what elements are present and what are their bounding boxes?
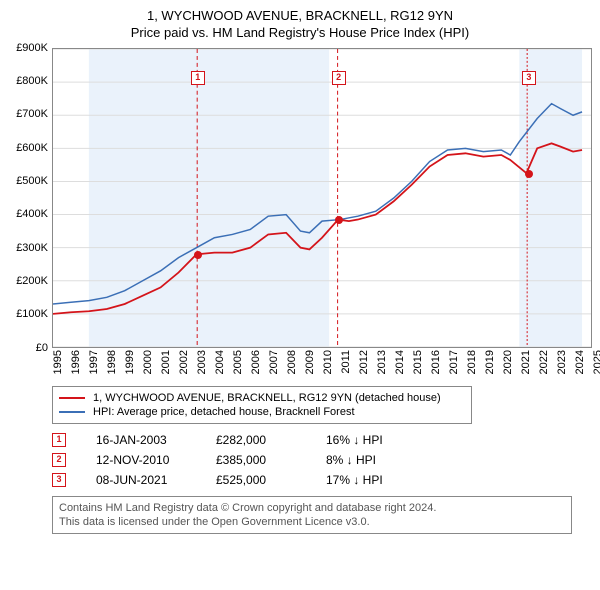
y-tick-label: £800K [16,75,48,87]
y-tick-label: £600K [16,142,48,154]
y-tick-label: £400K [16,208,48,220]
y-axis-labels: £0£100K£200K£300K£400K£500K£600K£700K£80… [8,48,52,348]
x-tick-label: 2025 [592,350,600,374]
x-tick-label: 2024 [574,350,586,374]
x-tick-label: 2013 [376,350,388,374]
x-tick-label: 2000 [142,350,154,374]
footer-attribution: Contains HM Land Registry data © Crown c… [52,496,572,535]
event-diff: 16% ↓ HPI [326,433,416,447]
x-tick-label: 2009 [304,350,316,374]
event-marker-3: 3 [522,71,536,85]
x-tick-label: 2020 [502,350,514,374]
x-tick-label: 2010 [322,350,334,374]
event-date: 16-JAN-2003 [96,433,186,447]
event-date: 12-NOV-2010 [96,453,186,467]
event-marker-icon: 3 [52,473,66,487]
y-tick-label: £500K [16,175,48,187]
x-tick-label: 2011 [340,350,352,374]
y-tick-label: £0 [36,342,48,354]
footer-line-2: This data is licensed under the Open Gov… [59,515,565,529]
x-tick-label: 1999 [124,350,136,374]
x-tick-label: 2023 [556,350,568,374]
y-tick-label: £100K [16,308,48,320]
y-tick-label: £200K [16,275,48,287]
x-tick-label: 1997 [88,350,100,374]
plot-box: 1 2 3 [52,48,592,348]
event-price: £525,000 [216,473,296,487]
x-tick-label: 2021 [520,350,532,374]
x-tick-label: 2008 [286,350,298,374]
sale-dot [194,251,202,259]
x-tick-label: 2014 [394,350,406,374]
footer-line-1: Contains HM Land Registry data © Crown c… [59,501,565,515]
event-price: £385,000 [216,453,296,467]
x-tick-label: 2002 [178,350,190,374]
y-tick-label: £700K [16,108,48,120]
legend-label: 1, WYCHWOOD AVENUE, BRACKNELL, RG12 9YN … [93,392,441,404]
x-tick-label: 2018 [466,350,478,374]
x-tick-label: 1998 [106,350,118,374]
legend-row: HPI: Average price, detached house, Brac… [59,405,465,419]
x-axis-labels: 1995 1996 1997 1998 1999 2000 2001 2002 2003 2004… [52,348,592,378]
plot-svg [53,49,591,347]
chart-title-block: 1, WYCHWOOD AVENUE, BRACKNELL, RG12 9YN … [8,8,592,42]
x-tick-label: 2003 [196,350,208,374]
event-row: 3 08-JUN-2021 £525,000 17% ↓ HPI [52,470,532,490]
event-marker-icon: 1 [52,433,66,447]
x-tick-label: 2022 [538,350,550,374]
x-tick-label: 2012 [358,350,370,374]
event-diff: 8% ↓ HPI [326,453,416,467]
x-tick-label: 2016 [430,350,442,374]
chart-area: £0 £100K £200K £300K £400K £500K £600K £700K £80… [8,48,592,378]
x-tick-label: 1995 [52,350,64,374]
sale-dot [525,170,533,178]
x-tick-label: 2019 [484,350,496,374]
sale-dot [335,216,343,224]
event-marker-icon: 2 [52,453,66,467]
event-price: £282,000 [216,433,296,447]
legend-row: 1, WYCHWOOD AVENUE, BRACKNELL, RG12 9YN … [59,391,465,405]
event-marker-1: 1 [191,71,205,85]
x-tick-label: 2007 [268,350,280,374]
x-tick-label: 2017 [448,350,460,374]
events-table: 1 16-JAN-2003 £282,000 16% ↓ HPI 2 12-NOV-201… [52,430,532,490]
event-date: 08-JUN-2021 [96,473,186,487]
x-tick-label: 2006 [250,350,262,374]
x-tick-label: 2005 [232,350,244,374]
event-row: 1 16-JAN-2003 £282,000 16% ↓ HPI [52,430,532,450]
y-tick-label: £900K [16,42,48,54]
event-row: 2 12-NOV-2010 £385,000 8% ↓ HPI [52,450,532,470]
title-line-2: Price paid vs. HM Land Registry's House … [8,25,592,42]
legend-swatch [59,397,85,399]
title-line-1: 1, WYCHWOOD AVENUE, BRACKNELL, RG12 9YN [8,8,592,25]
x-tick-label: 2015 [412,350,424,374]
legend-box: 1, WYCHWOOD AVENUE, BRACKNELL, RG12 9YN … [52,386,472,424]
x-tick-label: 2004 [214,350,226,374]
event-marker-2: 2 [332,71,346,85]
legend-swatch [59,411,85,413]
x-tick-label: 1996 [70,350,82,374]
event-diff: 17% ↓ HPI [326,473,416,487]
legend-label: HPI: Average price, detached house, Brac… [93,406,355,418]
y-tick-label: £300K [16,242,48,254]
x-tick-label: 2001 [160,350,172,374]
